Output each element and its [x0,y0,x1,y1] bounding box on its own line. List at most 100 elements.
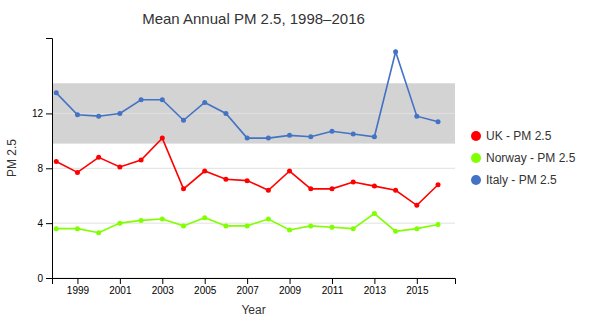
series-line [56,214,438,233]
series-point [372,211,377,216]
series-point [329,225,334,230]
series-point [372,184,377,189]
x-tick-label: 2015 [406,285,429,296]
series-point [160,97,165,102]
chart: 1999200120032005200720092011201320150481… [0,0,595,322]
grid-line [52,278,455,279]
series-point [202,215,207,220]
x-axis: 199920012003200520072009201120132015 [53,278,456,296]
x-tick-label: 2003 [152,285,175,296]
series-point [75,226,80,231]
series-point [287,169,292,174]
series-point [245,223,250,228]
y-axis-line [46,39,53,279]
x-tick-label: 2009 [279,285,302,296]
x-tick-label: 1999 [67,285,90,296]
legend-item: Italy - PM 2.5 [471,173,557,187]
y-tick: 8 [37,163,52,174]
series-point [351,132,356,137]
series-point [308,223,313,228]
series-layer [54,49,441,235]
series-point [223,223,228,228]
y-tick: 4 [37,218,52,229]
legend-item: Norway - PM 2.5 [471,151,576,165]
series-point [266,217,271,222]
series-point [54,159,59,164]
series-point [202,169,207,174]
series-point [245,136,250,141]
x-tick-label: 2013 [364,285,387,296]
x-tick: 2013 [364,278,387,296]
series-point [223,177,228,182]
series-point [393,188,398,193]
series-point [160,136,165,141]
x-tick-mark [290,278,291,284]
x-tick: 2009 [279,278,302,296]
y-axis: 0 4 8 12 [32,39,53,284]
y-tick-label: 8 [37,163,43,174]
series-point [287,228,292,233]
y-axis-title: PM 2.5 [5,139,19,177]
x-tick-mark [120,278,121,284]
x-tick-mark [417,278,418,284]
grid-line [52,168,455,169]
y-tick: 12 [32,108,52,119]
x-tick-mark [332,278,333,284]
series-point [160,217,165,222]
legend: UK - PM 2.5 Norway - PM 2.5 Italy - PM 2.5 [471,129,576,187]
series-point [181,118,186,123]
title: Mean Annual PM 2.5, 1998–2016 [142,10,365,27]
series-point [351,180,356,185]
series-point [54,90,59,95]
series-point [393,229,398,234]
series-point [393,49,398,54]
series-point [223,111,228,116]
series-point [117,111,122,116]
series-point [202,100,207,105]
legend-swatch [471,131,481,141]
series-point [266,188,271,193]
plot-area: 1999200120032005200720092011201320150481… [32,39,456,297]
background [52,83,455,278]
x-axis-title: Year [241,303,265,317]
series [54,211,441,235]
series-point [96,114,101,119]
series-point [287,133,292,138]
y-tick-label: 0 [37,273,43,284]
series-point [181,223,186,228]
x-axis-line [53,279,456,285]
series-point [308,134,313,139]
legend-item: UK - PM 2.5 [471,129,552,143]
series-line [56,138,438,205]
series-point [181,186,186,191]
series-point [75,170,80,175]
legend-label: Norway - PM 2.5 [486,151,576,165]
series-point [75,112,80,117]
series-point [414,203,419,208]
x-tick-label: 2007 [237,285,260,296]
series-point [139,158,144,163]
series-point [245,178,250,183]
x-tick: 2005 [194,278,217,296]
x-tick-mark [247,278,248,284]
series-point [329,129,334,134]
legend-swatch [471,153,481,163]
series-point [436,222,441,227]
y-tick-label: 4 [37,218,43,229]
series-point [54,226,59,231]
legend-label: Italy - PM 2.5 [486,173,557,187]
x-tick-mark [205,278,206,284]
y-tick-mark [46,168,52,169]
x-tick: 2015 [406,278,429,296]
y-tick: 0 [37,273,52,284]
series-point [436,119,441,124]
series-point [372,134,377,139]
shaded-band [52,83,455,143]
series-point [436,182,441,187]
x-tick-label: 2005 [194,285,217,296]
y-tick-mark [46,113,52,114]
series-point [351,226,356,231]
series-point [139,218,144,223]
series-point [117,221,122,226]
series-point [414,114,419,119]
